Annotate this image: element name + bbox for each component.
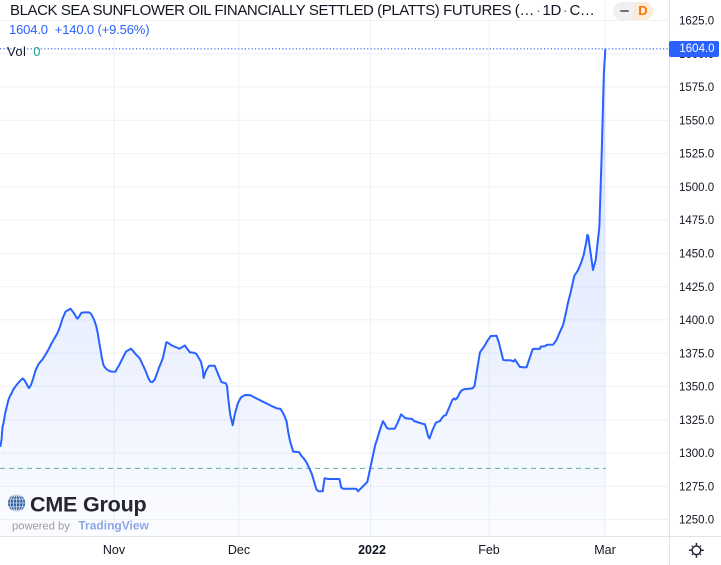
svg-text:1450.0: 1450.0 — [679, 249, 714, 261]
svg-text:Nov: Nov — [103, 543, 126, 557]
svg-text:1350.0: 1350.0 — [679, 382, 714, 394]
svg-text:Feb: Feb — [478, 543, 500, 557]
svg-text:TradingView: TradingView — [78, 519, 149, 533]
svg-text:1575.0: 1575.0 — [679, 82, 714, 94]
svg-text:1550.0: 1550.0 — [679, 115, 714, 127]
svg-text:1250.0: 1250.0 — [679, 515, 714, 527]
svg-text:1325.0: 1325.0 — [679, 415, 714, 427]
svg-text:1300.0: 1300.0 — [679, 448, 714, 460]
svg-text:powered by: powered by — [12, 521, 70, 533]
svg-text:CME Group: CME Group — [30, 493, 147, 517]
svg-text:1500.0: 1500.0 — [679, 182, 714, 194]
svg-text:1275.0: 1275.0 — [679, 481, 714, 493]
svg-text:Mar: Mar — [594, 543, 616, 557]
svg-text:1525.0: 1525.0 — [679, 149, 714, 161]
svg-text:2022: 2022 — [358, 543, 386, 557]
svg-text:1425.0: 1425.0 — [679, 282, 714, 294]
svg-text:1625.0: 1625.0 — [679, 16, 714, 28]
svg-text:Dec: Dec — [228, 543, 250, 557]
svg-text:1375.0: 1375.0 — [679, 348, 714, 360]
svg-text:1400.0: 1400.0 — [679, 315, 714, 327]
svg-text:1475.0: 1475.0 — [679, 215, 714, 227]
